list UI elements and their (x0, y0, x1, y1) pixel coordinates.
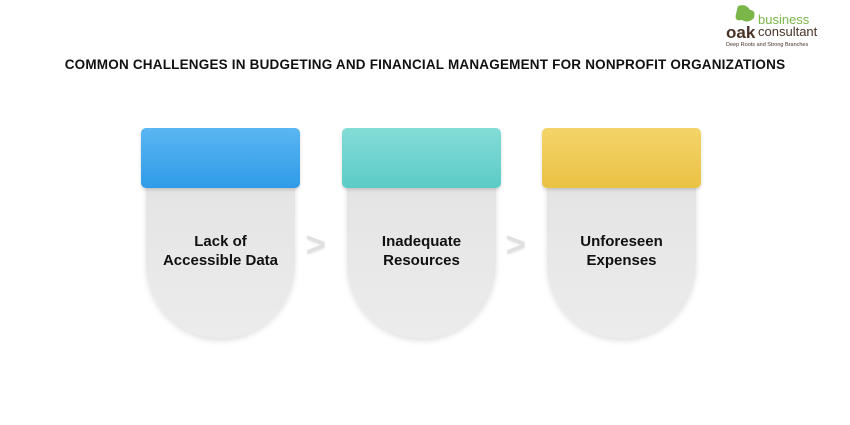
card-cap (342, 128, 501, 188)
logo-oak: oak (726, 23, 756, 42)
card-label: Lack of Accessible Data (162, 232, 279, 269)
logo-business: business (758, 12, 810, 27)
card-body: Inadequate Resources (347, 183, 496, 338)
chevron-right-icon: > (306, 226, 326, 264)
chevron-right-icon: > (506, 226, 526, 264)
card-label: Unforeseen Expenses (580, 232, 663, 269)
challenge-card-3: Unforeseen Expenses (542, 128, 701, 340)
card-cap (542, 128, 701, 188)
card-label: Inadequate Resources (381, 232, 462, 269)
card-body: Unforeseen Expenses (547, 183, 696, 338)
card-cap (141, 128, 300, 188)
oak-business-consultant-logo: business oak consultant Deep Roots and S… (726, 5, 818, 48)
logo-tagline: Deep Roots and Strong Branches (726, 42, 808, 48)
card-body: Lack of Accessible Data (146, 183, 295, 338)
page-title: COMMON CHALLENGES IN BUDGETING AND FINAN… (64, 57, 786, 72)
challenge-card-2: Inadequate Resources (342, 128, 501, 340)
challenge-card-1: Lack of Accessible Data (141, 128, 300, 340)
logo-consultant: consultant (758, 24, 818, 39)
